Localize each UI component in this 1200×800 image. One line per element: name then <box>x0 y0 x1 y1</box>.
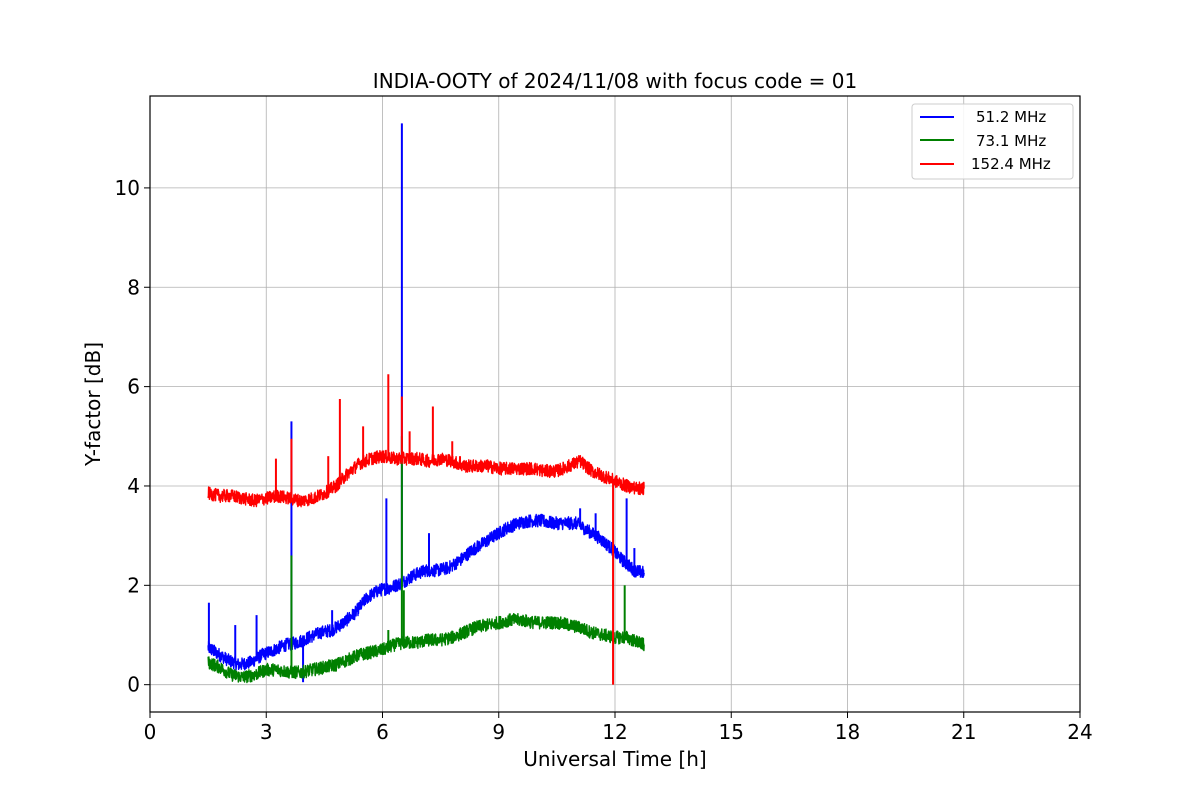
x-tick-label: 21 <box>951 720 976 744</box>
legend-box <box>911 103 1074 180</box>
series-layer <box>207 123 645 685</box>
x-tick-label: 9 <box>492 720 505 744</box>
x-tick-label: 18 <box>835 720 860 744</box>
legend-label-51mhz: 51.2 MHz <box>976 108 1046 126</box>
y-tick-label: 6 <box>127 375 140 399</box>
x-tick-label: 0 <box>144 720 157 744</box>
series-line <box>207 613 645 684</box>
y-tick-label: 2 <box>127 573 140 597</box>
x-tick-label: 12 <box>602 720 627 744</box>
legend-label-73mhz: 73.1 MHz <box>976 132 1046 150</box>
legend-label-152mhz: 152.4 MHz <box>971 155 1051 173</box>
y-tick-label: 4 <box>127 474 140 498</box>
series-2 <box>207 374 645 685</box>
legend: 51.2 MHz 73.1 MHz 152.4 MHz <box>911 103 1074 180</box>
x-tick-label: 24 <box>1067 720 1092 744</box>
x-tick-label: 6 <box>376 720 389 744</box>
series-1 <box>207 436 645 684</box>
x-tick-label: 3 <box>260 720 273 744</box>
chart-title: INDIA-OOTY of 2024/11/08 with focus code… <box>373 69 857 93</box>
series-line <box>207 449 645 508</box>
y-axis-label: Y-factor [dB] <box>81 342 105 467</box>
series-line <box>207 513 645 671</box>
y-tick-label: 8 <box>127 275 140 299</box>
x-axis-label: Universal Time [h] <box>523 747 706 771</box>
y-tick-label: 0 <box>127 673 140 697</box>
x-tick-label: 15 <box>719 720 744 744</box>
y-tick-label: 10 <box>115 176 140 200</box>
